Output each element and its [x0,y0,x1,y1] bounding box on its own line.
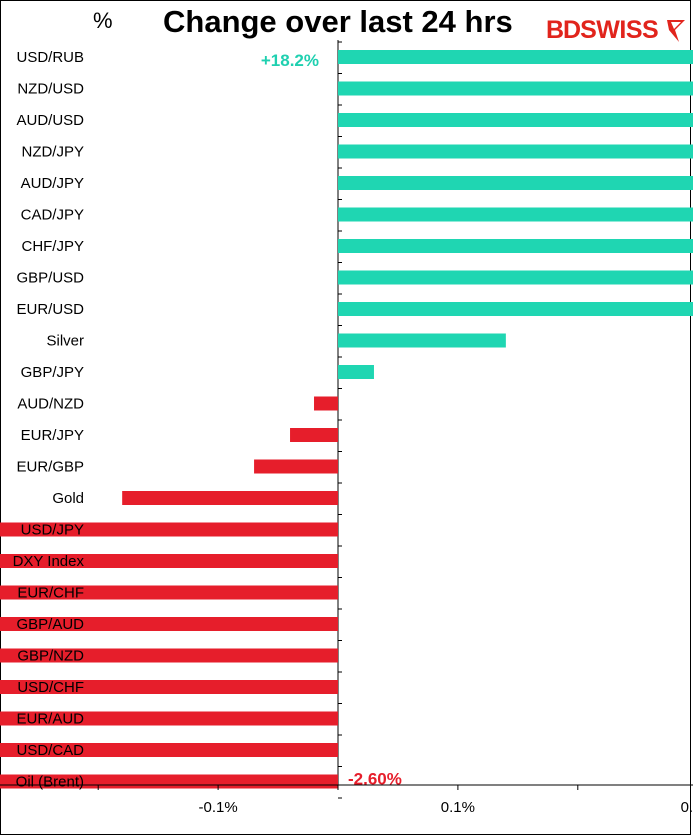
bdswiss-logo: BDSWISS [546,16,685,45]
category-label-nzd-usd: NZD/USD [17,81,84,98]
bar-silver [338,333,506,348]
bar-gbp-usd [338,270,693,285]
category-label-nzd-jpy: NZD/JPY [21,144,84,161]
category-label-gbp-aud: GBP/AUD [16,616,84,633]
x-tick-label: -0.1% [199,799,238,816]
bar-eur-chf [0,585,339,600]
bar-usd-rub [338,50,693,64]
data-label-usd-rub: +18.2% [261,51,319,70]
x-tick-label: 0.1% [441,799,475,816]
bar-nzd-jpy [338,144,693,159]
bar-usd-jpy [0,522,338,537]
bar-eur-jpy [290,428,338,442]
bar-eur-gbp [254,459,338,474]
bar-usd-cad [0,743,338,757]
category-label-oil-brent: Oil (Brent) [16,774,84,791]
category-label-cad-jpy: CAD/JPY [21,207,84,224]
bar-eur-usd [338,302,693,316]
logo-flag-icon [667,20,685,42]
category-label-silver: Silver [46,333,84,350]
category-label-eur-aud: EUR/AUD [16,711,84,728]
bar-dxy-index [0,554,338,568]
category-label-gbp-jpy: GBP/JPY [21,364,84,381]
bar-gbp-aud [0,617,338,631]
category-label-aud-usd: AUD/USD [16,112,84,129]
category-label-aud-jpy: AUD/JPY [21,175,84,192]
bar-aud-jpy [338,176,693,190]
bar-cad-jpy [338,207,693,222]
category-label-aud-nzd: AUD/NZD [17,396,84,413]
data-label-oil-brent: -2.60% [348,770,402,789]
bar-aud-usd [338,113,693,127]
category-label-gold: Gold [52,490,84,507]
category-label-eur-gbp: EUR/GBP [16,459,84,476]
category-label-usd-rub: USD/RUB [16,49,84,66]
category-label-eur-jpy: EUR/JPY [21,427,84,444]
unit-label: % [93,8,113,33]
category-label-usd-chf: USD/CHF [17,679,84,696]
category-label-gbp-nzd: GBP/NZD [17,648,84,665]
category-label-usd-cad: USD/CAD [16,742,84,759]
category-label-dxy-index: DXY Index [13,553,85,570]
bar-gold [122,491,339,505]
category-label-gbp-usd: GBP/USD [16,270,84,287]
chart-title: Change over last 24 hrs [163,4,513,39]
x-tick-label: 0.3% [681,799,693,816]
bar-nzd-usd [338,81,693,96]
category-label-eur-usd: EUR/USD [16,301,84,318]
bar-gbp-nzd [0,648,338,663]
bar-aud-nzd [314,396,338,411]
bar-eur-aud [0,711,338,726]
bar-chf-jpy [338,239,693,253]
category-label-eur-chf: EUR/CHF [17,585,84,602]
bar-usd-chf [0,680,338,694]
category-label-chf-jpy: CHF/JPY [21,238,84,255]
category-label-usd-jpy: USD/JPY [21,522,84,539]
bar-gbp-jpy [338,365,374,379]
